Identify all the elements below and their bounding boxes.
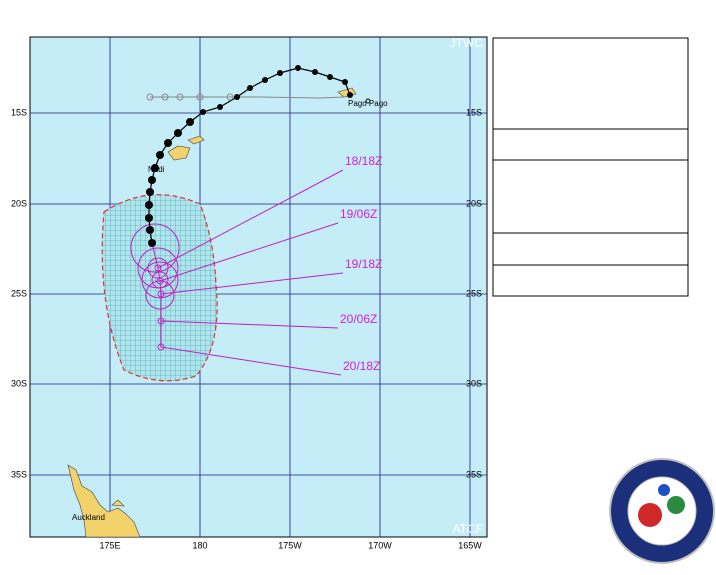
past-posit <box>312 69 318 75</box>
early-posit <box>161 93 169 101</box>
forecast-leader <box>160 272 344 295</box>
forecast-leader <box>157 169 344 269</box>
forecast-label: 20/18Z <box>343 359 380 373</box>
forecast-posit <box>157 343 165 351</box>
forecast-posit <box>157 317 165 325</box>
past-posit <box>342 79 348 85</box>
forecast-leader <box>160 320 339 329</box>
lat-label: 25S <box>11 288 27 298</box>
past-posit <box>156 151 164 159</box>
past-posit <box>262 77 268 83</box>
forecast-leader <box>159 222 339 282</box>
corner-label: ATCF <box>453 522 483 536</box>
land <box>67 87 357 537</box>
map-area <box>29 36 488 538</box>
logo-inner <box>627 476 697 546</box>
forecast-posit <box>154 264 162 272</box>
early-posit <box>196 93 204 101</box>
corner-label: JTWC <box>450 36 484 50</box>
past-posit <box>151 164 159 172</box>
early-posit <box>146 93 154 101</box>
lon-label: 180 <box>192 540 207 550</box>
map-content <box>30 37 487 537</box>
past-posit <box>148 176 156 184</box>
lat-label: 15S <box>466 107 482 117</box>
early-posit <box>176 93 184 101</box>
past-posit <box>145 214 153 222</box>
early-posit <box>226 93 234 101</box>
past-posit <box>145 201 153 209</box>
forecast-leader <box>160 346 342 376</box>
past-posit <box>295 65 301 71</box>
lon-label: 175E <box>99 540 120 550</box>
lat-label: 15S <box>11 107 27 117</box>
forecast-label: 19/18Z <box>345 257 382 271</box>
past-posit <box>277 70 283 76</box>
lat-label: 25S <box>466 288 482 298</box>
wind-radii <box>130 223 180 310</box>
lat-label: 30S <box>11 378 27 388</box>
forecast-label: 20/06Z <box>340 312 377 326</box>
lat-label: 30S <box>466 378 482 388</box>
lat-label: 35S <box>11 469 27 479</box>
forecast-posit <box>156 277 164 285</box>
place-label: Nadi <box>148 165 165 174</box>
past-posit <box>247 85 253 91</box>
past-posit <box>174 129 182 137</box>
lat-label: 20S <box>11 198 27 208</box>
past-posit <box>146 188 154 196</box>
forecast-posit <box>157 290 165 298</box>
lon-label: 165W <box>458 540 482 550</box>
past-track <box>148 67 351 244</box>
info-panel <box>492 37 689 297</box>
forecast-label: 19/06Z <box>340 207 377 221</box>
place-dot <box>365 98 371 104</box>
lon-label: 175W <box>278 540 302 550</box>
past-posit <box>146 226 154 234</box>
lon-label: 170W <box>368 540 392 550</box>
past-posit <box>186 118 194 126</box>
past-posit <box>347 92 353 98</box>
lat-label: 35S <box>466 469 482 479</box>
past-posit <box>148 239 156 247</box>
graticule <box>30 37 487 537</box>
logo-globe <box>658 484 670 496</box>
logo-globe <box>667 496 685 514</box>
past-posit <box>234 94 240 100</box>
forecast-track <box>151 242 162 347</box>
past-posit <box>327 74 333 80</box>
past-posit <box>164 139 172 147</box>
past-posit <box>217 104 223 110</box>
logo-globe <box>638 503 662 527</box>
lat-label: 20S <box>466 198 482 208</box>
forecast-label: 18/18Z <box>345 154 382 168</box>
place-label: Pago Pago <box>348 99 388 108</box>
place-label: Auckland <box>72 513 105 522</box>
past-posit <box>200 109 206 115</box>
